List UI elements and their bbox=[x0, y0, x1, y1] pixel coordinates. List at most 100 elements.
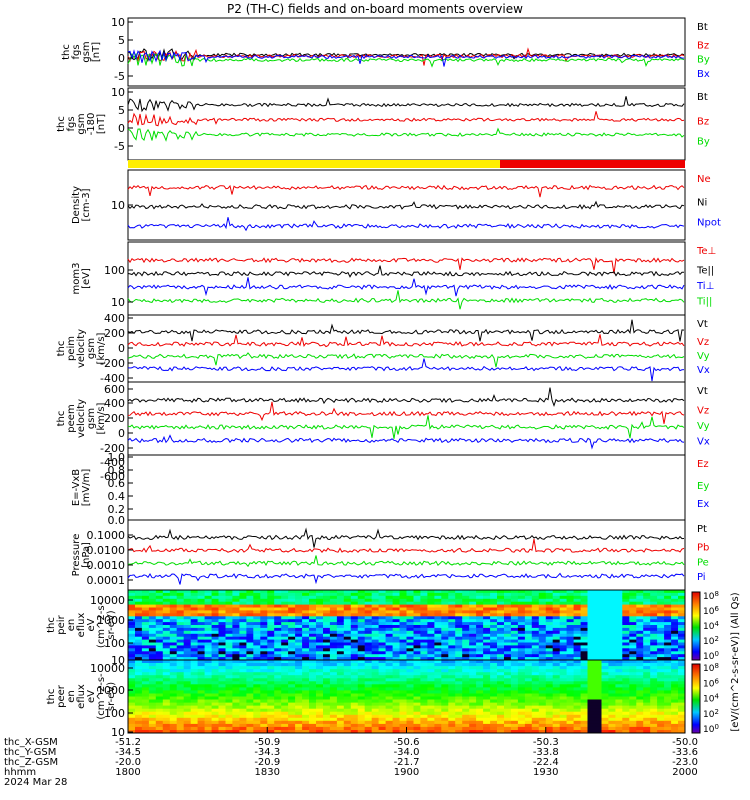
y-tick-label: 10 bbox=[111, 296, 125, 309]
svg-text:velocity: velocity bbox=[76, 329, 87, 368]
x-tick-label: -22.4 bbox=[533, 757, 559, 768]
panel-0: 10 5 0 -5 thc fgs gsm [nT] Bt Bz By Bx bbox=[61, 16, 710, 87]
panel-frame bbox=[127, 454, 686, 521]
series-line-Te⊥ bbox=[127, 257, 685, 274]
panel-frame bbox=[127, 87, 686, 161]
series-line-Bz bbox=[127, 111, 685, 127]
y-tick-label: 1.0 bbox=[108, 451, 126, 464]
x-tick-label: -50.9 bbox=[254, 737, 280, 748]
legend-entry-Vx: Vx bbox=[697, 365, 710, 376]
svg-text:thc: thc bbox=[46, 617, 57, 633]
series-line-Vz bbox=[127, 334, 685, 348]
legend-entry-Vz: Vz bbox=[697, 337, 709, 348]
y-axis-label: Density [cm-3] bbox=[71, 186, 92, 224]
y-tick-label: 0.0010 bbox=[87, 559, 126, 572]
series-line-Vx bbox=[127, 434, 685, 450]
svg-text:[km/s]: [km/s] bbox=[96, 332, 107, 364]
svg-text:gsm: gsm bbox=[76, 113, 87, 134]
svg-text:sr-eV): sr-eV) bbox=[106, 610, 117, 639]
colorbar-tick: 104 bbox=[703, 620, 719, 632]
svg-text:(cm^2-s-: (cm^2-s- bbox=[96, 601, 107, 648]
colorbar-tick: 100 bbox=[703, 650, 719, 662]
y-tick-label: 0 bbox=[118, 52, 125, 65]
legend-entry-By: By bbox=[697, 137, 710, 148]
panel-frame bbox=[127, 381, 686, 456]
svg-text:en: en bbox=[66, 690, 77, 703]
svg-text:Density: Density bbox=[71, 186, 82, 224]
x-tick-label: -21.7 bbox=[394, 757, 420, 768]
mode-bar-segment-1 bbox=[500, 160, 685, 168]
legend-entry-Bz: Bz bbox=[697, 116, 709, 127]
y-tick-label: 400 bbox=[104, 397, 125, 410]
svg-text:-180: -180 bbox=[86, 113, 97, 136]
y-tick-label: -400 bbox=[100, 456, 125, 469]
panel-1: 10 5 0 -5 thc fgs gsm -180 [nT] Bt Bz By bbox=[56, 86, 710, 161]
series-line-Pb bbox=[127, 538, 685, 554]
legend-entry-By: By bbox=[697, 55, 710, 66]
y-tick-label: -400 bbox=[100, 372, 125, 385]
colorbar-tick: 108 bbox=[703, 662, 719, 674]
legend-entry-Pe: Pe bbox=[697, 557, 709, 568]
y-tick-label: -5 bbox=[114, 140, 125, 153]
series-line-Bt bbox=[127, 96, 685, 113]
legend-entry-Vx: Vx bbox=[697, 436, 710, 447]
series-line-Vx bbox=[127, 358, 685, 382]
y-tick-label: 0.8 bbox=[108, 464, 126, 477]
y-tick-label: 10 bbox=[111, 16, 125, 29]
y-tick-label: 0 bbox=[118, 427, 125, 440]
svg-text:[eV]: [eV] bbox=[81, 268, 92, 289]
y-tick-label: -600 bbox=[100, 470, 125, 483]
y-axis-label: mom3 [eV] bbox=[71, 263, 92, 295]
x-tick-label: -34.0 bbox=[394, 747, 420, 758]
svg-text:thc: thc bbox=[56, 116, 67, 132]
svg-text:(cm^2-s-: (cm^2-s- bbox=[96, 673, 107, 720]
y-tick-label: -200 bbox=[100, 442, 125, 455]
panel-7: 1.00.80.60.40.20.0 E=-VxB [mV/m] Ez Ey Ex bbox=[71, 451, 709, 527]
legend-entry-Ni: Ni bbox=[697, 198, 707, 209]
panel-frame bbox=[127, 519, 686, 591]
y-tick-label: 10 bbox=[111, 726, 125, 739]
y-tick-label: 1000 bbox=[97, 684, 125, 697]
y-axis-label: Pressure [nPa] bbox=[71, 534, 92, 577]
x-tick-label: -23.0 bbox=[672, 757, 698, 768]
series-line-Te|| bbox=[127, 265, 685, 278]
y-axis-label: thc fgs gsm [nT] bbox=[61, 41, 102, 62]
panel-4: 100 10 mom3 [eV] Te⊥ Te|| Ti⊥ Ti|| bbox=[71, 241, 716, 316]
legend-entry-Vy: Vy bbox=[697, 351, 710, 362]
svg-text:[nPa]: [nPa] bbox=[81, 542, 92, 568]
svg-text:thc: thc bbox=[46, 689, 57, 705]
svg-text:E=-VxB: E=-VxB bbox=[71, 469, 82, 506]
x-tick-label: -50.6 bbox=[394, 737, 420, 748]
colorbar-tick: 102 bbox=[703, 635, 719, 647]
svg-text:[cm-3]: [cm-3] bbox=[81, 188, 92, 221]
y-tick-label: 600 bbox=[104, 383, 125, 396]
svg-text:Pressure: Pressure bbox=[71, 534, 82, 577]
panel-2 bbox=[128, 160, 685, 168]
series-line-Vy bbox=[127, 352, 685, 368]
y-axis-label: thc fgs gsm -180 [nT] bbox=[56, 113, 107, 136]
y-tick-label: 10 bbox=[111, 654, 125, 667]
x-tick-label: 1930 bbox=[533, 767, 558, 778]
svg-text:peim: peim bbox=[66, 336, 77, 361]
x-tick-label: 1900 bbox=[394, 767, 419, 778]
y-tick-label: 0.2 bbox=[108, 503, 126, 516]
x-row-label: thc_Y-GSM bbox=[4, 747, 56, 758]
panel-5: 400 200 0 -200 -400 thc peim velocity gsm [km/s] V… bbox=[56, 312, 710, 385]
colorbar-tick: 106 bbox=[703, 677, 719, 689]
chart-title: P2 (TH-C) fields and on-board moments ov… bbox=[227, 2, 523, 16]
y-tick-label: 0.1000 bbox=[87, 529, 126, 542]
x-tick-label: 1830 bbox=[255, 767, 280, 778]
y-tick-label: 10 bbox=[111, 86, 125, 99]
svg-text:eflux: eflux bbox=[76, 613, 87, 638]
legend-entry-Vy: Vy bbox=[697, 421, 710, 432]
y-axis-label: thc peem velocity gsm [km/s] bbox=[56, 399, 107, 438]
colorbar-label: [eV/(cm^2-s-sr-eV)] (All Qs) bbox=[730, 592, 741, 731]
legend-entry-Ey: Ey bbox=[697, 481, 709, 492]
svg-text:peer: peer bbox=[56, 684, 67, 708]
y-tick-label: 100 bbox=[104, 264, 125, 277]
y-tick-label: 200 bbox=[104, 327, 125, 340]
legend-entry-Bz: Bz bbox=[697, 40, 709, 51]
svg-text:[km/s]: [km/s] bbox=[96, 402, 107, 434]
svg-text:gsm: gsm bbox=[81, 41, 92, 62]
legend-entry-Pt: Pt bbox=[697, 524, 707, 535]
